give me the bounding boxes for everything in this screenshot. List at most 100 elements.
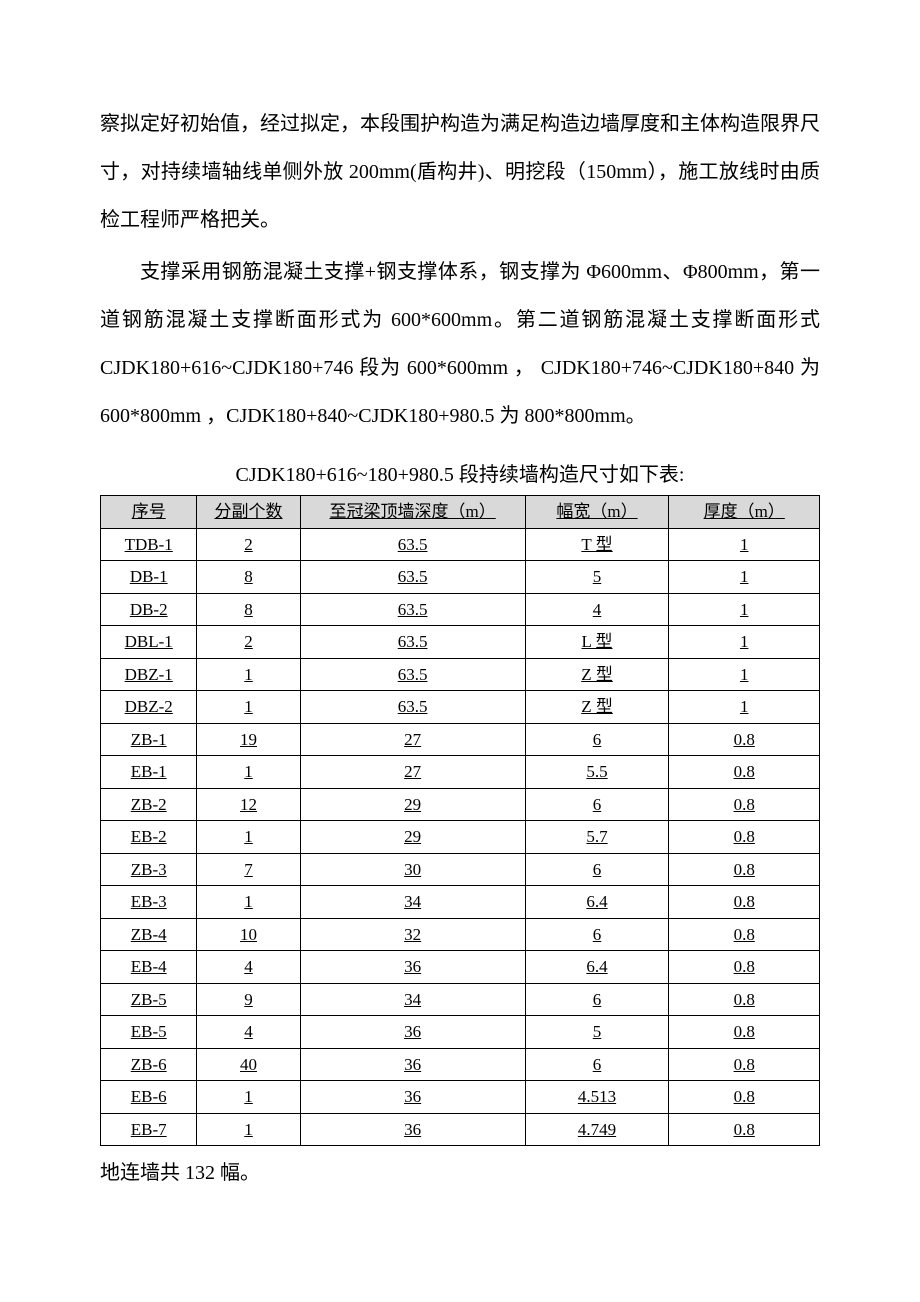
table-cell: 63.5	[300, 691, 525, 724]
table-cell: 1	[197, 658, 300, 691]
table-row: DB-2863.541	[101, 593, 820, 626]
footer-text: 地连墙共 132 幅。	[100, 1156, 820, 1185]
table-cell: 4.749	[525, 1113, 669, 1146]
table-row: EB-31346.40.8	[101, 886, 820, 919]
table-row: EB-543650.8	[101, 1016, 820, 1049]
table-cell: 6.4	[525, 951, 669, 984]
table-cell: 0.8	[669, 886, 820, 919]
paragraph-1: 察拟定好初始值，经过拟定，本段围护构造为满足构造边墙厚度和主体构造限界尺寸，对持…	[100, 100, 820, 244]
table-header-cell: 幅宽（m）	[525, 496, 669, 529]
table-cell: 1	[197, 756, 300, 789]
table-cell: 27	[300, 756, 525, 789]
table-cell: DB-1	[101, 561, 197, 594]
table-cell: 4.513	[525, 1081, 669, 1114]
table-row: EB-61364.5130.8	[101, 1081, 820, 1114]
table-cell: 0.8	[669, 756, 820, 789]
table-cell: 34	[300, 886, 525, 919]
table-cell: 27	[300, 723, 525, 756]
table-cell: L 型	[525, 626, 669, 659]
table-cell: T 型	[525, 528, 669, 561]
table-cell: Z 型	[525, 658, 669, 691]
table-cell: EB-5	[101, 1016, 197, 1049]
table-cell: 34	[300, 983, 525, 1016]
table-cell: 30	[300, 853, 525, 886]
table-cell: 0.8	[669, 788, 820, 821]
table-cell: 1	[197, 1081, 300, 1114]
table-row: ZB-2122960.8	[101, 788, 820, 821]
table-cell: 6	[525, 918, 669, 951]
table-row: DBZ-1163.5Z 型1	[101, 658, 820, 691]
table-row: EB-71364.7490.8	[101, 1113, 820, 1146]
table-cell: 4	[197, 1016, 300, 1049]
table-cell: 1	[669, 658, 820, 691]
table-row: EB-11275.50.8	[101, 756, 820, 789]
table-cell: 1	[197, 691, 300, 724]
table-cell: EB-6	[101, 1081, 197, 1114]
table-cell: ZB-2	[101, 788, 197, 821]
table-cell: 1	[197, 821, 300, 854]
table-cell: TDB-1	[101, 528, 197, 561]
table-cell: 0.8	[669, 918, 820, 951]
table-cell: 6	[525, 788, 669, 821]
table-cell: 5	[525, 561, 669, 594]
table-cell: EB-7	[101, 1113, 197, 1146]
table-cell: 6.4	[525, 886, 669, 919]
table-row: DB-1863.551	[101, 561, 820, 594]
table-cell: 2	[197, 528, 300, 561]
table-row: DBZ-2163.5Z 型1	[101, 691, 820, 724]
table-cell: 12	[197, 788, 300, 821]
table-cell: 8	[197, 561, 300, 594]
table-cell: 1	[669, 528, 820, 561]
table-row: ZB-1192760.8	[101, 723, 820, 756]
table-cell: 5	[525, 1016, 669, 1049]
table-cell: 10	[197, 918, 300, 951]
table-cell: 1	[669, 593, 820, 626]
table-header-cell: 厚度（m）	[669, 496, 820, 529]
table-cell: 6	[525, 1048, 669, 1081]
table-cell: DBZ-2	[101, 691, 197, 724]
table-cell: 0.8	[669, 821, 820, 854]
table-cell: 32	[300, 918, 525, 951]
table-cell: 36	[300, 1081, 525, 1114]
table-cell: 9	[197, 983, 300, 1016]
table-cell: 6	[525, 983, 669, 1016]
table-row: EB-44366.40.8	[101, 951, 820, 984]
table-row: ZB-4103260.8	[101, 918, 820, 951]
table-row: DBL-1263.5L 型1	[101, 626, 820, 659]
table-cell: 1	[669, 691, 820, 724]
table-cell: 7	[197, 853, 300, 886]
table-cell: ZB-4	[101, 918, 197, 951]
table-row: ZB-593460.8	[101, 983, 820, 1016]
table-cell: 0.8	[669, 723, 820, 756]
table-cell: 5.7	[525, 821, 669, 854]
table-cell: 40	[197, 1048, 300, 1081]
table-cell: ZB-3	[101, 853, 197, 886]
table-cell: 63.5	[300, 658, 525, 691]
table-cell: 0.8	[669, 1016, 820, 1049]
table-cell: 1	[197, 886, 300, 919]
table-cell: 0.8	[669, 1048, 820, 1081]
table-cell: 63.5	[300, 626, 525, 659]
table-cell: 1	[669, 561, 820, 594]
table-header-cell: 序号	[101, 496, 197, 529]
table-cell: 36	[300, 951, 525, 984]
table-cell: 0.8	[669, 1081, 820, 1114]
table-row: EB-21295.70.8	[101, 821, 820, 854]
paragraph-2: 支撑采用钢筋混凝土支撑+钢支撑体系，钢支撑为 Φ600mm、Φ800mm，第一道…	[100, 248, 820, 440]
table-cell: 63.5	[300, 561, 525, 594]
table-cell: 6	[525, 723, 669, 756]
table-cell: 0.8	[669, 853, 820, 886]
table-cell: ZB-6	[101, 1048, 197, 1081]
table-cell: 29	[300, 788, 525, 821]
table-cell: 8	[197, 593, 300, 626]
table-cell: 1	[669, 626, 820, 659]
table-cell: EB-3	[101, 886, 197, 919]
table-row: ZB-373060.8	[101, 853, 820, 886]
table-cell: 4	[197, 951, 300, 984]
table-cell: 36	[300, 1048, 525, 1081]
table-cell: 0.8	[669, 951, 820, 984]
table-cell: 0.8	[669, 983, 820, 1016]
table-cell: Z 型	[525, 691, 669, 724]
table-row: ZB-6403660.8	[101, 1048, 820, 1081]
table-cell: 19	[197, 723, 300, 756]
